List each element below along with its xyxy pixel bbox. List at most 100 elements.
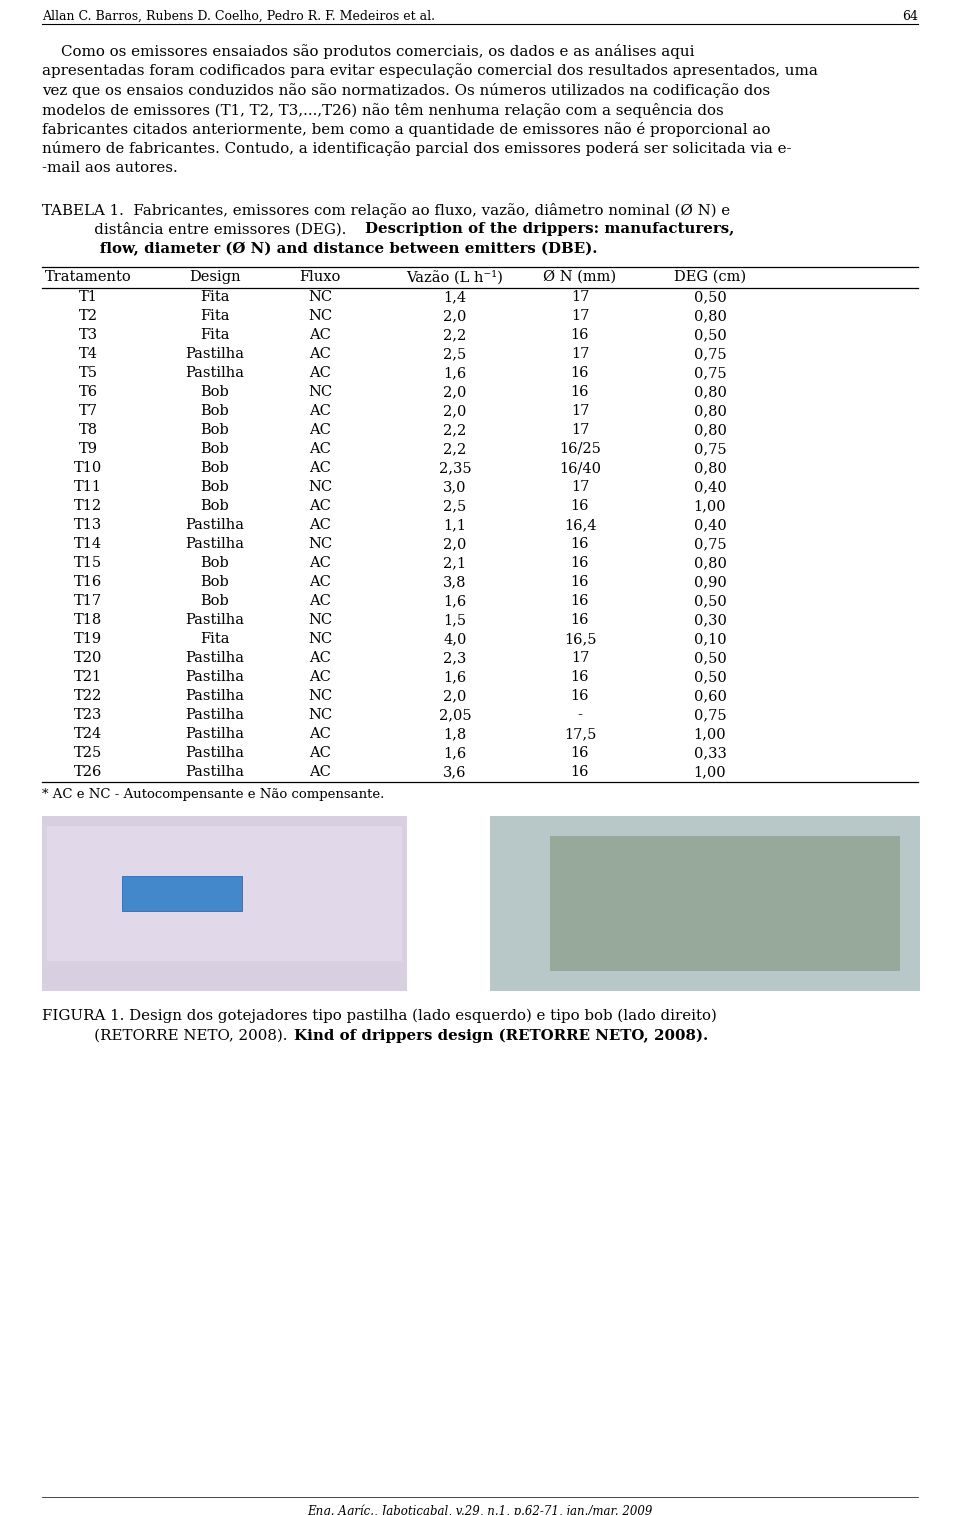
Bar xyxy=(42,817,407,991)
Text: * AC e NC - Autocompensante e Não compensante.: * AC e NC - Autocompensante e Não compen… xyxy=(42,788,384,801)
Text: AC: AC xyxy=(309,405,331,418)
Text: 16,4: 16,4 xyxy=(564,518,596,532)
Text: 4,0: 4,0 xyxy=(444,632,467,645)
Text: T4: T4 xyxy=(79,347,98,361)
Text: Fita: Fita xyxy=(201,329,229,342)
Text: T24: T24 xyxy=(74,727,102,741)
Text: NC: NC xyxy=(308,632,332,645)
Text: T21: T21 xyxy=(74,670,102,683)
Text: 0,50: 0,50 xyxy=(694,670,727,683)
Text: 0,75: 0,75 xyxy=(694,536,727,551)
Text: Ø N (mm): Ø N (mm) xyxy=(543,270,616,283)
Bar xyxy=(490,817,920,991)
Text: 3,6: 3,6 xyxy=(444,765,467,779)
Text: 16/25: 16/25 xyxy=(559,442,601,456)
Text: 16: 16 xyxy=(571,498,589,514)
Text: Bob: Bob xyxy=(201,405,229,418)
Text: NC: NC xyxy=(308,689,332,703)
Text: Allan C. Barros, Rubens D. Coelho, Pedro R. F. Medeiros et al.: Allan C. Barros, Rubens D. Coelho, Pedro… xyxy=(42,11,435,23)
Text: flow, diameter (Ø N) and distance between emitters (DBE).: flow, diameter (Ø N) and distance betwee… xyxy=(42,241,597,256)
Text: T2: T2 xyxy=(79,309,98,323)
Text: 2,05: 2,05 xyxy=(439,708,471,723)
Text: NC: NC xyxy=(308,309,332,323)
Text: Como os emissores ensaiados são produtos comerciais, os dados e as análises aqui: Como os emissores ensaiados são produtos… xyxy=(42,44,694,59)
Text: Pastilha: Pastilha xyxy=(185,518,245,532)
Text: AC: AC xyxy=(309,594,331,608)
Text: 0,50: 0,50 xyxy=(694,289,727,305)
Text: 0,40: 0,40 xyxy=(694,518,727,532)
Text: Bob: Bob xyxy=(201,461,229,476)
Text: Pastilha: Pastilha xyxy=(185,614,245,627)
Text: 0,33: 0,33 xyxy=(693,745,727,761)
Text: 2,2: 2,2 xyxy=(444,442,467,456)
Text: AC: AC xyxy=(309,651,331,665)
Text: Bob: Bob xyxy=(201,556,229,570)
Text: 16: 16 xyxy=(571,745,589,761)
Text: 2,0: 2,0 xyxy=(444,309,467,323)
Text: 16: 16 xyxy=(571,614,589,627)
Text: 17,5: 17,5 xyxy=(564,727,596,741)
Text: 2,0: 2,0 xyxy=(444,385,467,398)
Text: 0,50: 0,50 xyxy=(694,594,727,608)
Text: 16/40: 16/40 xyxy=(559,461,601,476)
Text: (RETORRE NETO, 2008).: (RETORRE NETO, 2008). xyxy=(42,1029,292,1042)
Text: apresentadas foram codificados para evitar especulação comercial dos resultados : apresentadas foram codificados para evit… xyxy=(42,64,818,79)
Text: 0,80: 0,80 xyxy=(693,309,727,323)
Text: 3,8: 3,8 xyxy=(444,576,467,589)
Text: AC: AC xyxy=(309,518,331,532)
Text: 16: 16 xyxy=(571,556,589,570)
Text: 0,10: 0,10 xyxy=(694,632,727,645)
Text: TABELA 1.  Fabricantes, emissores com relação ao fluxo, vazão, diâmetro nominal : TABELA 1. Fabricantes, emissores com rel… xyxy=(42,203,731,218)
Text: 0,90: 0,90 xyxy=(694,576,727,589)
Text: 0,50: 0,50 xyxy=(694,651,727,665)
Text: -: - xyxy=(578,708,583,723)
Text: AC: AC xyxy=(309,727,331,741)
Text: T10: T10 xyxy=(74,461,102,476)
Text: T9: T9 xyxy=(79,442,98,456)
Text: 1,5: 1,5 xyxy=(444,614,467,627)
Text: Eng. Agríc., Jaboticabal, v.29, n.1, p.62-71, jan./mar. 2009: Eng. Agríc., Jaboticabal, v.29, n.1, p.6… xyxy=(307,1504,653,1515)
Text: 16: 16 xyxy=(571,385,589,398)
Text: NC: NC xyxy=(308,708,332,723)
Text: 17: 17 xyxy=(571,651,589,665)
Text: Bob: Bob xyxy=(201,594,229,608)
Text: Pastilha: Pastilha xyxy=(185,367,245,380)
Text: T22: T22 xyxy=(74,689,102,703)
Text: Bob: Bob xyxy=(201,385,229,398)
Text: AC: AC xyxy=(309,442,331,456)
Text: 1,1: 1,1 xyxy=(444,518,467,532)
Text: 1,00: 1,00 xyxy=(694,765,727,779)
Text: T15: T15 xyxy=(74,556,102,570)
Text: 16: 16 xyxy=(571,536,589,551)
Text: 2,5: 2,5 xyxy=(444,347,467,361)
Text: 0,80: 0,80 xyxy=(693,385,727,398)
Text: NC: NC xyxy=(308,289,332,305)
Text: 0,40: 0,40 xyxy=(694,480,727,494)
Text: T17: T17 xyxy=(74,594,102,608)
Text: 1,6: 1,6 xyxy=(444,594,467,608)
Text: 0,75: 0,75 xyxy=(694,347,727,361)
Text: T13: T13 xyxy=(74,518,102,532)
Text: AC: AC xyxy=(309,576,331,589)
Text: 2,0: 2,0 xyxy=(444,405,467,418)
Text: 17: 17 xyxy=(571,405,589,418)
Text: 0,75: 0,75 xyxy=(694,442,727,456)
Text: 1,4: 1,4 xyxy=(444,289,467,305)
Text: número de fabricantes. Contudo, a identificação parcial dos emissores poderá ser: número de fabricantes. Contudo, a identi… xyxy=(42,141,791,156)
Text: 1,6: 1,6 xyxy=(444,367,467,380)
Text: 16,5: 16,5 xyxy=(564,632,596,645)
Text: 0,80: 0,80 xyxy=(693,461,727,476)
Text: Kind of drippers design (RETORRE NETO, 2008).: Kind of drippers design (RETORRE NETO, 2… xyxy=(294,1029,708,1042)
Text: 16: 16 xyxy=(571,689,589,703)
Text: Fluxo: Fluxo xyxy=(300,270,341,283)
Text: Pastilha: Pastilha xyxy=(185,765,245,779)
Text: 2,35: 2,35 xyxy=(439,461,471,476)
Text: modelos de emissores (T1, T2, T3,...,T26) não têm nenhuma relação com a sequênci: modelos de emissores (T1, T2, T3,...,T26… xyxy=(42,103,724,118)
Text: AC: AC xyxy=(309,556,331,570)
Text: 2,2: 2,2 xyxy=(444,423,467,436)
Text: T7: T7 xyxy=(79,405,98,418)
Text: Tratamento: Tratamento xyxy=(44,270,132,283)
Text: 0,60: 0,60 xyxy=(693,689,727,703)
Text: 2,3: 2,3 xyxy=(444,651,467,665)
Text: 0,80: 0,80 xyxy=(693,405,727,418)
